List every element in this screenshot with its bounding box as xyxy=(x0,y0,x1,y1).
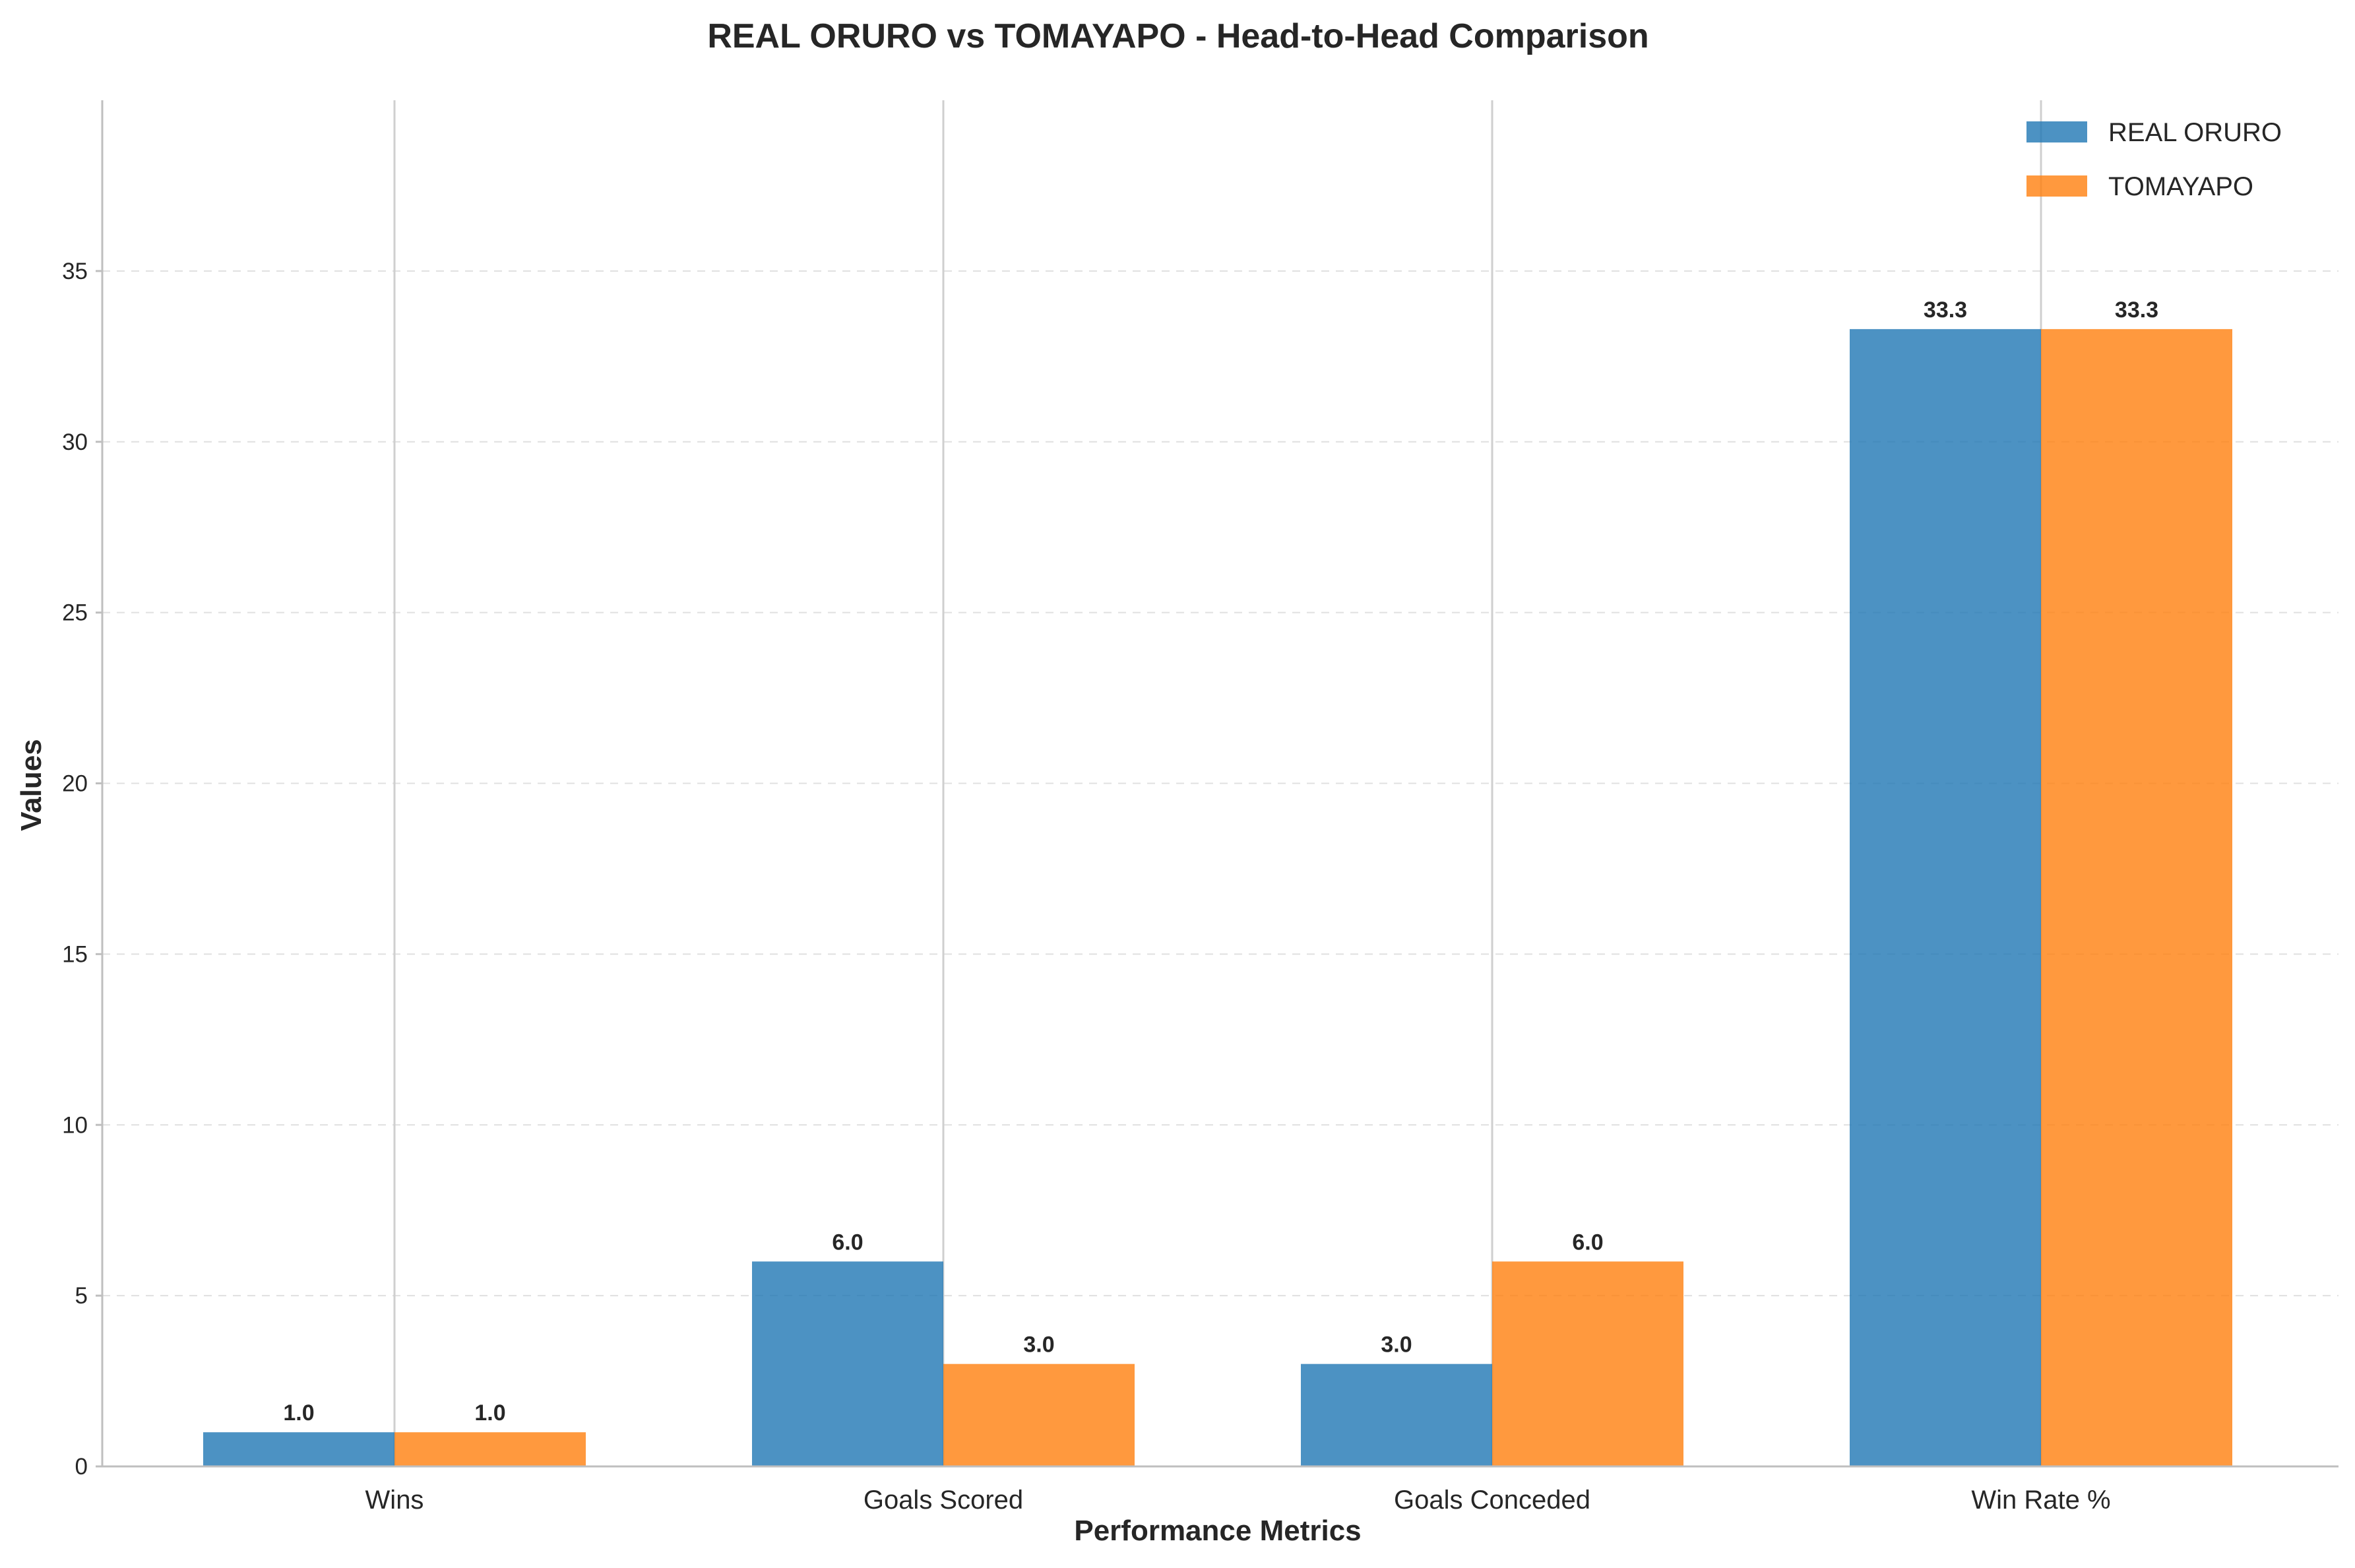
data-label-tomayapo: 33.3 xyxy=(2115,298,2158,323)
bar-tomayapo[interactable] xyxy=(394,1432,586,1466)
data-label-tomayapo: 3.0 xyxy=(1023,1333,1054,1358)
y-tick-label: 35 xyxy=(62,259,88,284)
data-label-real-oruro: 33.3 xyxy=(1924,298,1967,323)
y-tick-label: 10 xyxy=(62,1112,88,1138)
x-axis-title: Performance Metrics xyxy=(1074,1515,1361,1547)
chart-title: REAL ORURO vs TOMAYAPO - Head-to-Head Co… xyxy=(707,17,1648,55)
bar-tomayapo[interactable] xyxy=(1492,1261,1683,1466)
data-label-tomayapo: 6.0 xyxy=(1572,1230,1603,1255)
x-tick-label: Goals Conceded xyxy=(1394,1486,1590,1515)
bar-real-oruro[interactable] xyxy=(1301,1364,1492,1466)
data-label-real-oruro: 6.0 xyxy=(832,1230,863,1255)
bar-tomayapo[interactable] xyxy=(2041,329,2232,1467)
data-label-real-oruro: 1.0 xyxy=(283,1400,314,1426)
bar-tomayapo[interactable] xyxy=(943,1364,1135,1466)
legend-swatch-tomayapo xyxy=(2026,175,2087,197)
y-tick-label: 15 xyxy=(62,941,88,967)
bar-real-oruro[interactable] xyxy=(1850,329,2041,1467)
y-tick-label: 5 xyxy=(75,1283,88,1309)
x-ticks-layer: Wins Goals Scored Goals Conceded Win Rate % xyxy=(365,1486,2111,1515)
data-label-real-oruro: 3.0 xyxy=(1381,1333,1412,1358)
y-tick-label: 25 xyxy=(62,600,88,626)
legend[interactable]: REAL ORURO TOMAYAPO xyxy=(2026,118,2282,201)
bar-real-oruro[interactable] xyxy=(203,1432,394,1466)
data-label-tomayapo: 1.0 xyxy=(474,1400,505,1426)
x-tick-label: Win Rate % xyxy=(1971,1486,2110,1515)
y-tick-label: 0 xyxy=(75,1454,88,1480)
x-tick-label: Goals Scored xyxy=(864,1486,1023,1515)
legend-label-tomayapo: TOMAYAPO xyxy=(2108,172,2253,201)
y-tick-label: 20 xyxy=(62,771,88,797)
legend-label-real-oruro: REAL ORURO xyxy=(2108,118,2282,147)
data-labels-layer: 1.0 6.0 3.0 33.3 1.0 3.0 6.0 33.3 xyxy=(283,298,2158,1426)
y-tick-label: 30 xyxy=(62,429,88,455)
legend-swatch-real-oruro xyxy=(2026,121,2087,142)
y-ticks-layer: 0 5 10 15 20 25 30 35 xyxy=(62,259,102,1480)
bars-layer xyxy=(203,329,2232,1467)
y-axis-title: Values xyxy=(15,739,47,831)
bar-real-oruro[interactable] xyxy=(752,1261,943,1466)
x-tick-label: Wins xyxy=(365,1486,424,1515)
